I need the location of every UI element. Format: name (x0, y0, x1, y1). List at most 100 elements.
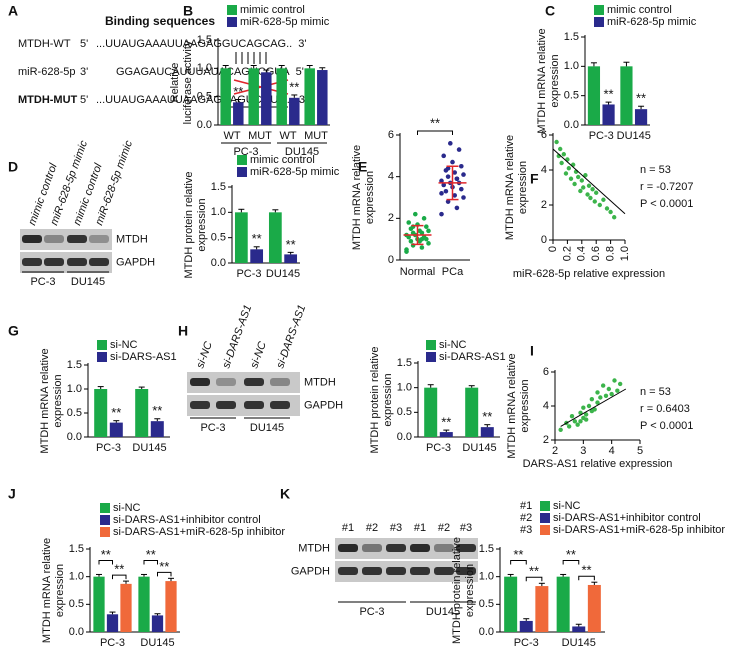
point (554, 139, 559, 145)
y-axis-label: MTDH protein relative (451, 537, 463, 644)
sequence-end: 5' (296, 66, 304, 78)
dot (439, 211, 444, 217)
blot-band (22, 235, 42, 243)
legend-label: miR-628-5p mimic (607, 16, 697, 28)
x-tick-label: DU145 (462, 442, 496, 454)
point (576, 174, 581, 180)
significance: ** (513, 547, 523, 562)
sequence-end: 3' (299, 94, 307, 106)
x-tick-label: 0.4 (576, 246, 588, 261)
x-tick-label: PC-3 (96, 442, 121, 454)
dot (419, 236, 425, 242)
blot-band (386, 567, 406, 575)
band-label: MTDH (116, 233, 148, 245)
panel-letter: K (280, 486, 290, 502)
point (612, 215, 617, 220)
y-tick-label: 0 (388, 254, 394, 266)
panel-letter: H (178, 323, 188, 339)
panel-letter: C (545, 3, 555, 19)
y-tick-label: 0 (541, 234, 547, 246)
band-label: GAPDH (116, 256, 155, 268)
dot (454, 176, 460, 182)
dot (424, 224, 429, 229)
y-tick-label: 0.0 (397, 431, 412, 443)
sequence-title: Binding sequences (105, 14, 215, 28)
legend-label: mimic control (240, 4, 305, 16)
dot (445, 174, 451, 179)
bar (572, 626, 586, 632)
sequence-end: 3' (298, 38, 306, 50)
y-axis-label: expression (464, 564, 476, 617)
point (586, 183, 592, 188)
point (559, 160, 564, 166)
lane-label: #3 (390, 522, 402, 534)
legend-swatch (100, 515, 110, 525)
legend-label: si-NC (553, 500, 581, 512)
bar (220, 68, 231, 125)
y-tick-label: 0.5 (479, 598, 494, 610)
blot-band (434, 544, 454, 552)
lane-label: #1 (414, 522, 426, 534)
group-label: PC-3 (359, 606, 384, 618)
point (595, 400, 600, 405)
blot-band (434, 567, 454, 575)
bar (94, 389, 108, 437)
bar (109, 422, 123, 437)
lane-label: #1 (342, 522, 354, 534)
x-tick-label: DU145 (617, 130, 651, 142)
point (558, 146, 563, 152)
y-axis-label: MTDH mRNA relative (41, 538, 53, 643)
y-axis-label: expression (54, 564, 66, 617)
blot-band (216, 401, 236, 409)
blot-band (89, 235, 109, 243)
point (600, 383, 606, 388)
y-tick-label: 1.5 (397, 357, 412, 369)
bar (138, 576, 150, 632)
dot (439, 191, 444, 196)
sequence-name: MTDH-MUT (18, 94, 78, 106)
bar (276, 68, 287, 125)
y-axis-label: expression (517, 161, 529, 214)
x-tick-label: MUT (304, 130, 328, 142)
y-axis-label: expression (52, 374, 64, 427)
significance: ** (604, 87, 614, 102)
x-tick-label: Normal (400, 266, 435, 278)
sequence-name: MTDH-WT (18, 38, 71, 50)
dot (456, 147, 462, 152)
point (566, 166, 572, 171)
point (612, 378, 617, 383)
legend-label: miR-628-5p mimic (250, 166, 340, 178)
bar (261, 72, 272, 125)
blot-band (22, 258, 42, 266)
legend-swatch (594, 17, 604, 27)
legend-label: si-DARS-AS1 (439, 351, 506, 363)
dot (426, 228, 431, 234)
y-tick-label: 1.5 (67, 359, 82, 371)
y-tick-label: 1.0 (69, 571, 84, 583)
y-tick-label: 1.0 (397, 382, 412, 394)
lane-label: #2 (366, 522, 378, 534)
point (604, 206, 610, 211)
dot (441, 153, 447, 159)
dot (459, 186, 464, 192)
blot-band (386, 544, 406, 552)
point (589, 397, 595, 402)
bar (634, 109, 648, 125)
y-tick-label: 0.5 (69, 598, 84, 610)
x-tick-label: 1.0 (619, 246, 631, 261)
y-tick-label: 6 (541, 129, 547, 141)
legend-swatch (100, 527, 110, 537)
blot-band (244, 378, 264, 386)
blot-band (44, 258, 64, 266)
bar (233, 102, 244, 125)
point (569, 414, 575, 419)
legend-label: si-DARS-AS1+miR-628-5p inhibitor (553, 524, 725, 536)
bar (602, 104, 615, 125)
y-tick-label: 4 (543, 400, 549, 412)
x-tick-label: DU145 (140, 637, 174, 649)
fit-line (560, 388, 627, 427)
blot-band (338, 544, 358, 552)
y-axis-label: expression (196, 198, 208, 251)
dot (452, 193, 458, 198)
bar (519, 620, 533, 632)
